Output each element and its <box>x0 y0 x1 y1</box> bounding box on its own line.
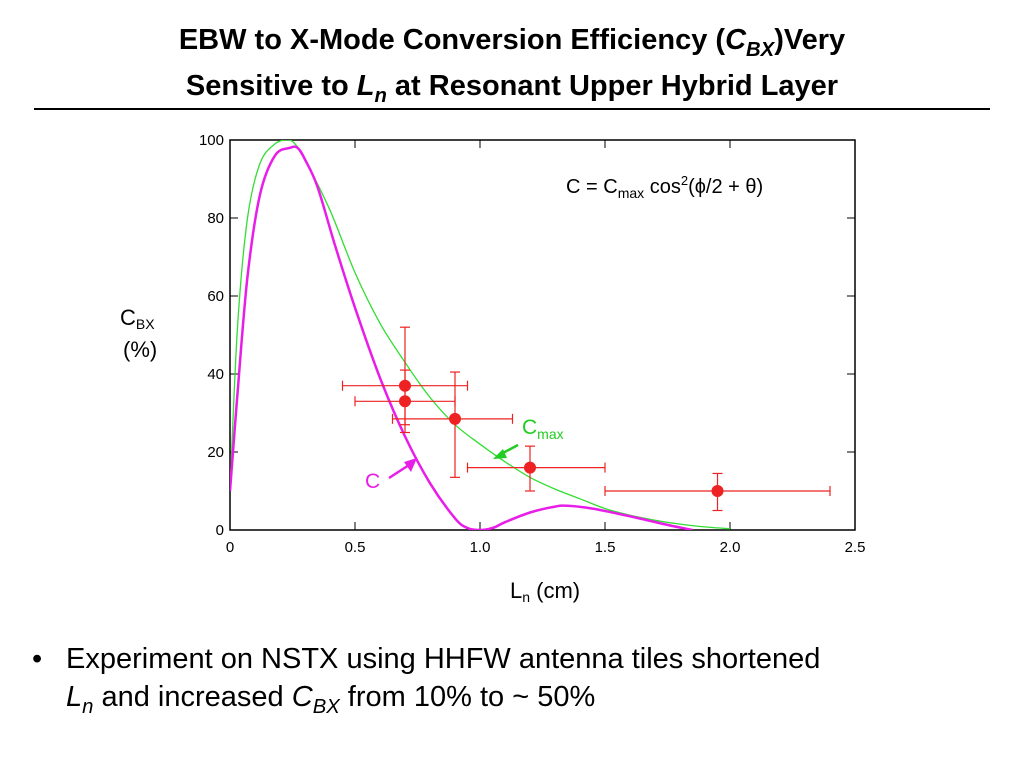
title-text-d: at Resonant Upper Hybrid Layer <box>386 69 839 102</box>
title-text-c: Sensitive to <box>185 69 357 102</box>
series-label-c: C <box>365 470 380 493</box>
bullet-n-sub: n <box>82 695 94 718</box>
title-divider <box>34 108 990 110</box>
bullet-text-a: Experiment on NSTX using HHFW antenna ti… <box>66 643 821 675</box>
series-c-arrow <box>388 463 410 480</box>
title-text-a: EBW to X-Mode Conversion Efficiency ( <box>178 24 726 56</box>
y-tick-label: 60 <box>207 288 224 305</box>
curves <box>230 140 731 530</box>
series-cmax-arrowhead <box>493 449 507 459</box>
data-point <box>466 445 606 492</box>
title-ln: Ln <box>356 69 387 107</box>
slide-title: EBW to X-Mode Conversion Efficiency (CBX… <box>0 22 1024 114</box>
series-line-c-max <box>230 140 731 530</box>
data-point <box>604 472 831 512</box>
data-point <box>391 371 514 478</box>
y-tick-label: 20 <box>207 444 224 461</box>
series-line-c <box>230 145 693 530</box>
bullet-dot: • <box>32 643 43 675</box>
title-l: L <box>356 69 375 102</box>
bullet-bx-sub: BX <box>312 695 340 718</box>
y-tick-label: 80 <box>207 210 224 227</box>
y-tick-label: 40 <box>207 366 224 383</box>
title-n-sub: n <box>374 84 387 107</box>
bullet-ln: Ln <box>66 681 93 718</box>
bullet-text-c: from 10% to ~ 50% <box>339 681 596 713</box>
title-text-b: )Very <box>774 24 846 56</box>
data-point-marker <box>711 485 724 497</box>
bullet-text: Experiment on NSTX using HHFW antenna ti… <box>66 640 820 726</box>
data-point-marker <box>524 461 536 474</box>
title-c: C <box>725 24 747 56</box>
y-tick-label: 100 <box>199 132 224 149</box>
slide-title-line-2: Sensitive to Ln at Resonant Upper Hybrid… <box>0 68 1024 114</box>
x-tick-label: 0 <box>226 539 234 556</box>
x-tick-label: 2.5 <box>845 539 866 556</box>
x-tick-label: 1.0 <box>470 539 491 556</box>
data-point-marker <box>449 412 461 425</box>
conversion-efficiency-chart: 0 0.5 1.0 1.5 2.0 2.5 0 20 40 60 80 100 CBX (%) Ln … <box>120 132 865 605</box>
slide-title-line-1: EBW to X-Mode Conversion Efficiency (CBX… <box>0 22 1024 68</box>
x-axis-label: Ln (cm) <box>510 578 580 605</box>
x-tick-label: 2.0 <box>720 539 741 556</box>
y-axis-label-unit: (%) <box>123 337 157 362</box>
bullet-l: L <box>66 681 83 713</box>
bullet-cbx: CBX <box>291 681 340 718</box>
formula-label: C = Cmax cos2(ϕ/2 + θ) <box>566 173 763 201</box>
title-cbx: CBX <box>725 24 774 61</box>
title-bx-sub: BX <box>746 38 775 61</box>
bullet-c: C <box>291 681 313 713</box>
data-point-marker <box>399 395 411 408</box>
axis-ticks: 0 0.5 1.0 1.5 2.0 2.5 0 20 40 60 80 100 <box>199 132 865 556</box>
y-axis-label: CBX <box>120 305 155 332</box>
x-tick-label: 0.5 <box>345 539 366 556</box>
x-tick-label: 1.5 <box>595 539 616 556</box>
bullet-text-b: and increased <box>93 681 292 713</box>
y-tick-label: 0 <box>216 522 224 539</box>
plot-frame <box>229 139 856 531</box>
series-label-cmax: Cmax <box>522 416 564 442</box>
data-point <box>354 369 456 434</box>
series-c-arrowhead <box>404 458 417 472</box>
data-points <box>341 326 831 512</box>
